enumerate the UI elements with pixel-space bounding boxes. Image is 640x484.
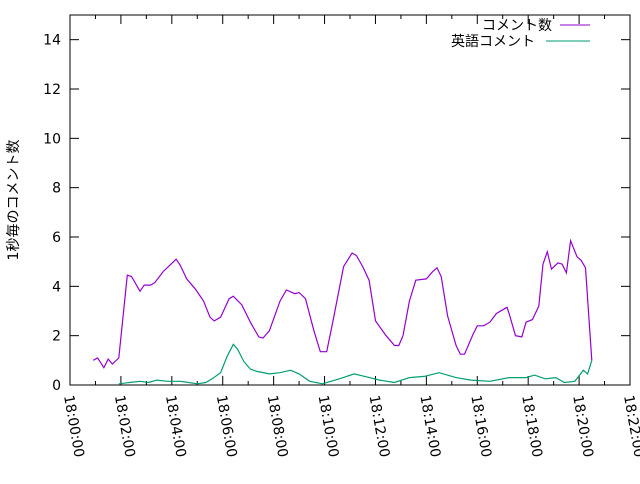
x-tick-label: 18:20:00 — [569, 394, 596, 459]
y-tick-label: 6 — [52, 230, 61, 246]
x-tick-label: 18:10:00 — [315, 394, 342, 459]
series-line-1 — [118, 343, 593, 385]
y-tick-label: 12 — [43, 82, 61, 98]
plot-border — [69, 14, 631, 386]
x-tick-label: 18:06:00 — [213, 394, 240, 459]
x-tick-label: 18:00:00 — [60, 394, 87, 459]
y-tick-label: 14 — [43, 33, 61, 49]
x-tick-label: 18:12:00 — [366, 394, 393, 459]
legend-label-0: コメント数 — [482, 18, 552, 34]
y-tick-label: 2 — [52, 329, 61, 345]
x-tick-label: 18:18:00 — [518, 394, 545, 459]
x-tick-label: 18:08:00 — [264, 394, 291, 459]
x-tick-labels: 18:00:00 18:02:00 18:04:00 18:06:00 18:08:00… — [60, 394, 640, 459]
x-tick-label: 18:02:00 — [111, 394, 138, 459]
x-tick-label: 18:04:00 — [162, 394, 189, 459]
legend-label-1: 英語コメント — [451, 33, 535, 50]
y-tick-labels: 0 2 4 6 8 10 12 14 — [43, 33, 61, 394]
y-tick-label: 8 — [52, 181, 61, 197]
series-line-0 — [93, 238, 593, 369]
x-tick-label: 18:14:00 — [416, 394, 443, 459]
axis-ticks — [69, 15, 631, 386]
y-tick-label: 0 — [52, 378, 61, 394]
y-tick-label: 4 — [52, 279, 61, 295]
x-tick-label: 18:16:00 — [467, 394, 494, 459]
legend: コメント数 英語コメント — [451, 18, 590, 50]
y-tick-label: 10 — [43, 131, 61, 147]
x-tick-label: 18:22:00 — [620, 394, 640, 459]
series-lines — [93, 238, 593, 385]
y-axis-label: 1秒毎のコメント数 — [6, 140, 22, 261]
